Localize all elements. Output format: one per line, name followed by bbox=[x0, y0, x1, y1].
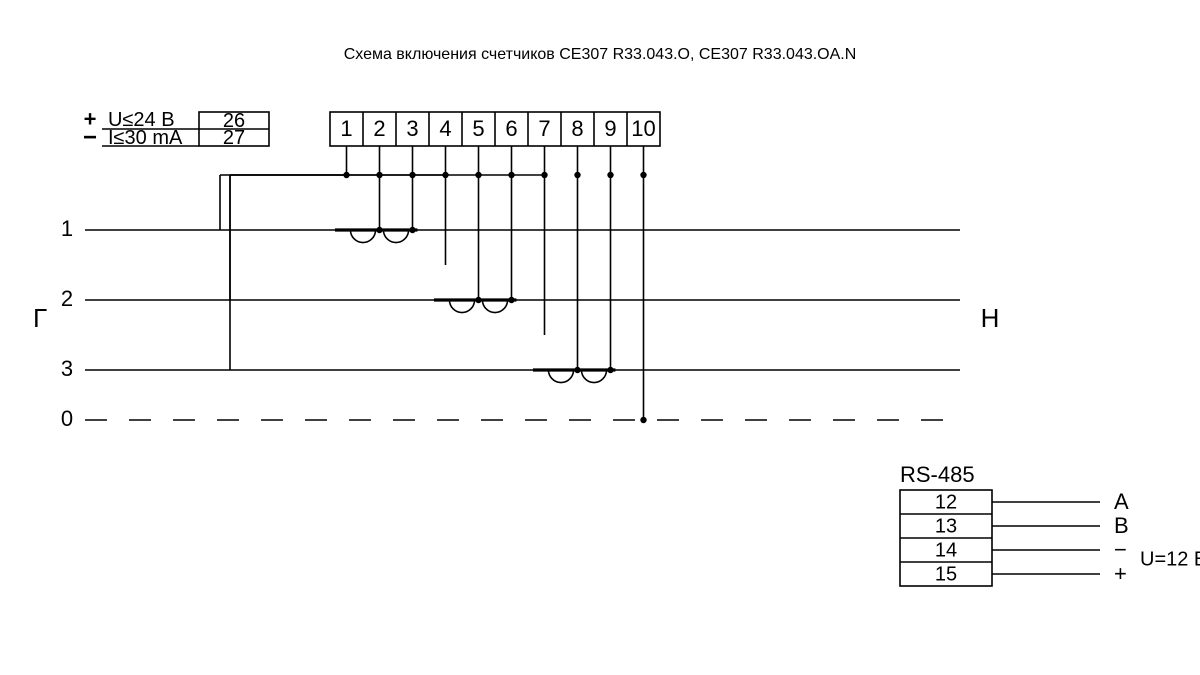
svg-text:1: 1 bbox=[340, 116, 352, 141]
svg-text:12: 12 bbox=[935, 491, 957, 513]
svg-text:−: − bbox=[83, 124, 97, 151]
svg-text:5: 5 bbox=[472, 116, 484, 141]
svg-text:RS-485: RS-485 bbox=[900, 462, 975, 487]
svg-text:3: 3 bbox=[406, 116, 418, 141]
svg-text:+: + bbox=[1114, 561, 1127, 586]
svg-text:14: 14 bbox=[935, 539, 957, 561]
svg-text:I≤30 mA: I≤30 mA bbox=[108, 127, 183, 149]
svg-text:1: 1 bbox=[61, 216, 73, 241]
svg-text:A: A bbox=[1114, 489, 1129, 514]
svg-text:2: 2 bbox=[61, 286, 73, 311]
svg-text:9: 9 bbox=[604, 116, 616, 141]
svg-text:6: 6 bbox=[505, 116, 517, 141]
svg-text:3: 3 bbox=[61, 356, 73, 381]
svg-text:−: − bbox=[1114, 537, 1127, 562]
svg-text:U=12 В: U=12 В bbox=[1140, 548, 1200, 570]
svg-text:Н: Н bbox=[981, 303, 1000, 333]
svg-text:7: 7 bbox=[538, 116, 550, 141]
svg-text:15: 15 bbox=[935, 563, 957, 585]
svg-text:10: 10 bbox=[631, 116, 655, 141]
svg-text:B: B bbox=[1114, 513, 1129, 538]
svg-text:4: 4 bbox=[439, 116, 451, 141]
svg-text:Г: Г bbox=[33, 303, 47, 333]
svg-text:2: 2 bbox=[373, 116, 385, 141]
svg-text:13: 13 bbox=[935, 515, 957, 537]
svg-text:8: 8 bbox=[571, 116, 583, 141]
svg-text:0: 0 bbox=[61, 406, 73, 431]
svg-text:Схема включения счетчиков CE30: Схема включения счетчиков CE307 R33.043.… bbox=[344, 46, 857, 63]
svg-text:27: 27 bbox=[223, 127, 245, 149]
